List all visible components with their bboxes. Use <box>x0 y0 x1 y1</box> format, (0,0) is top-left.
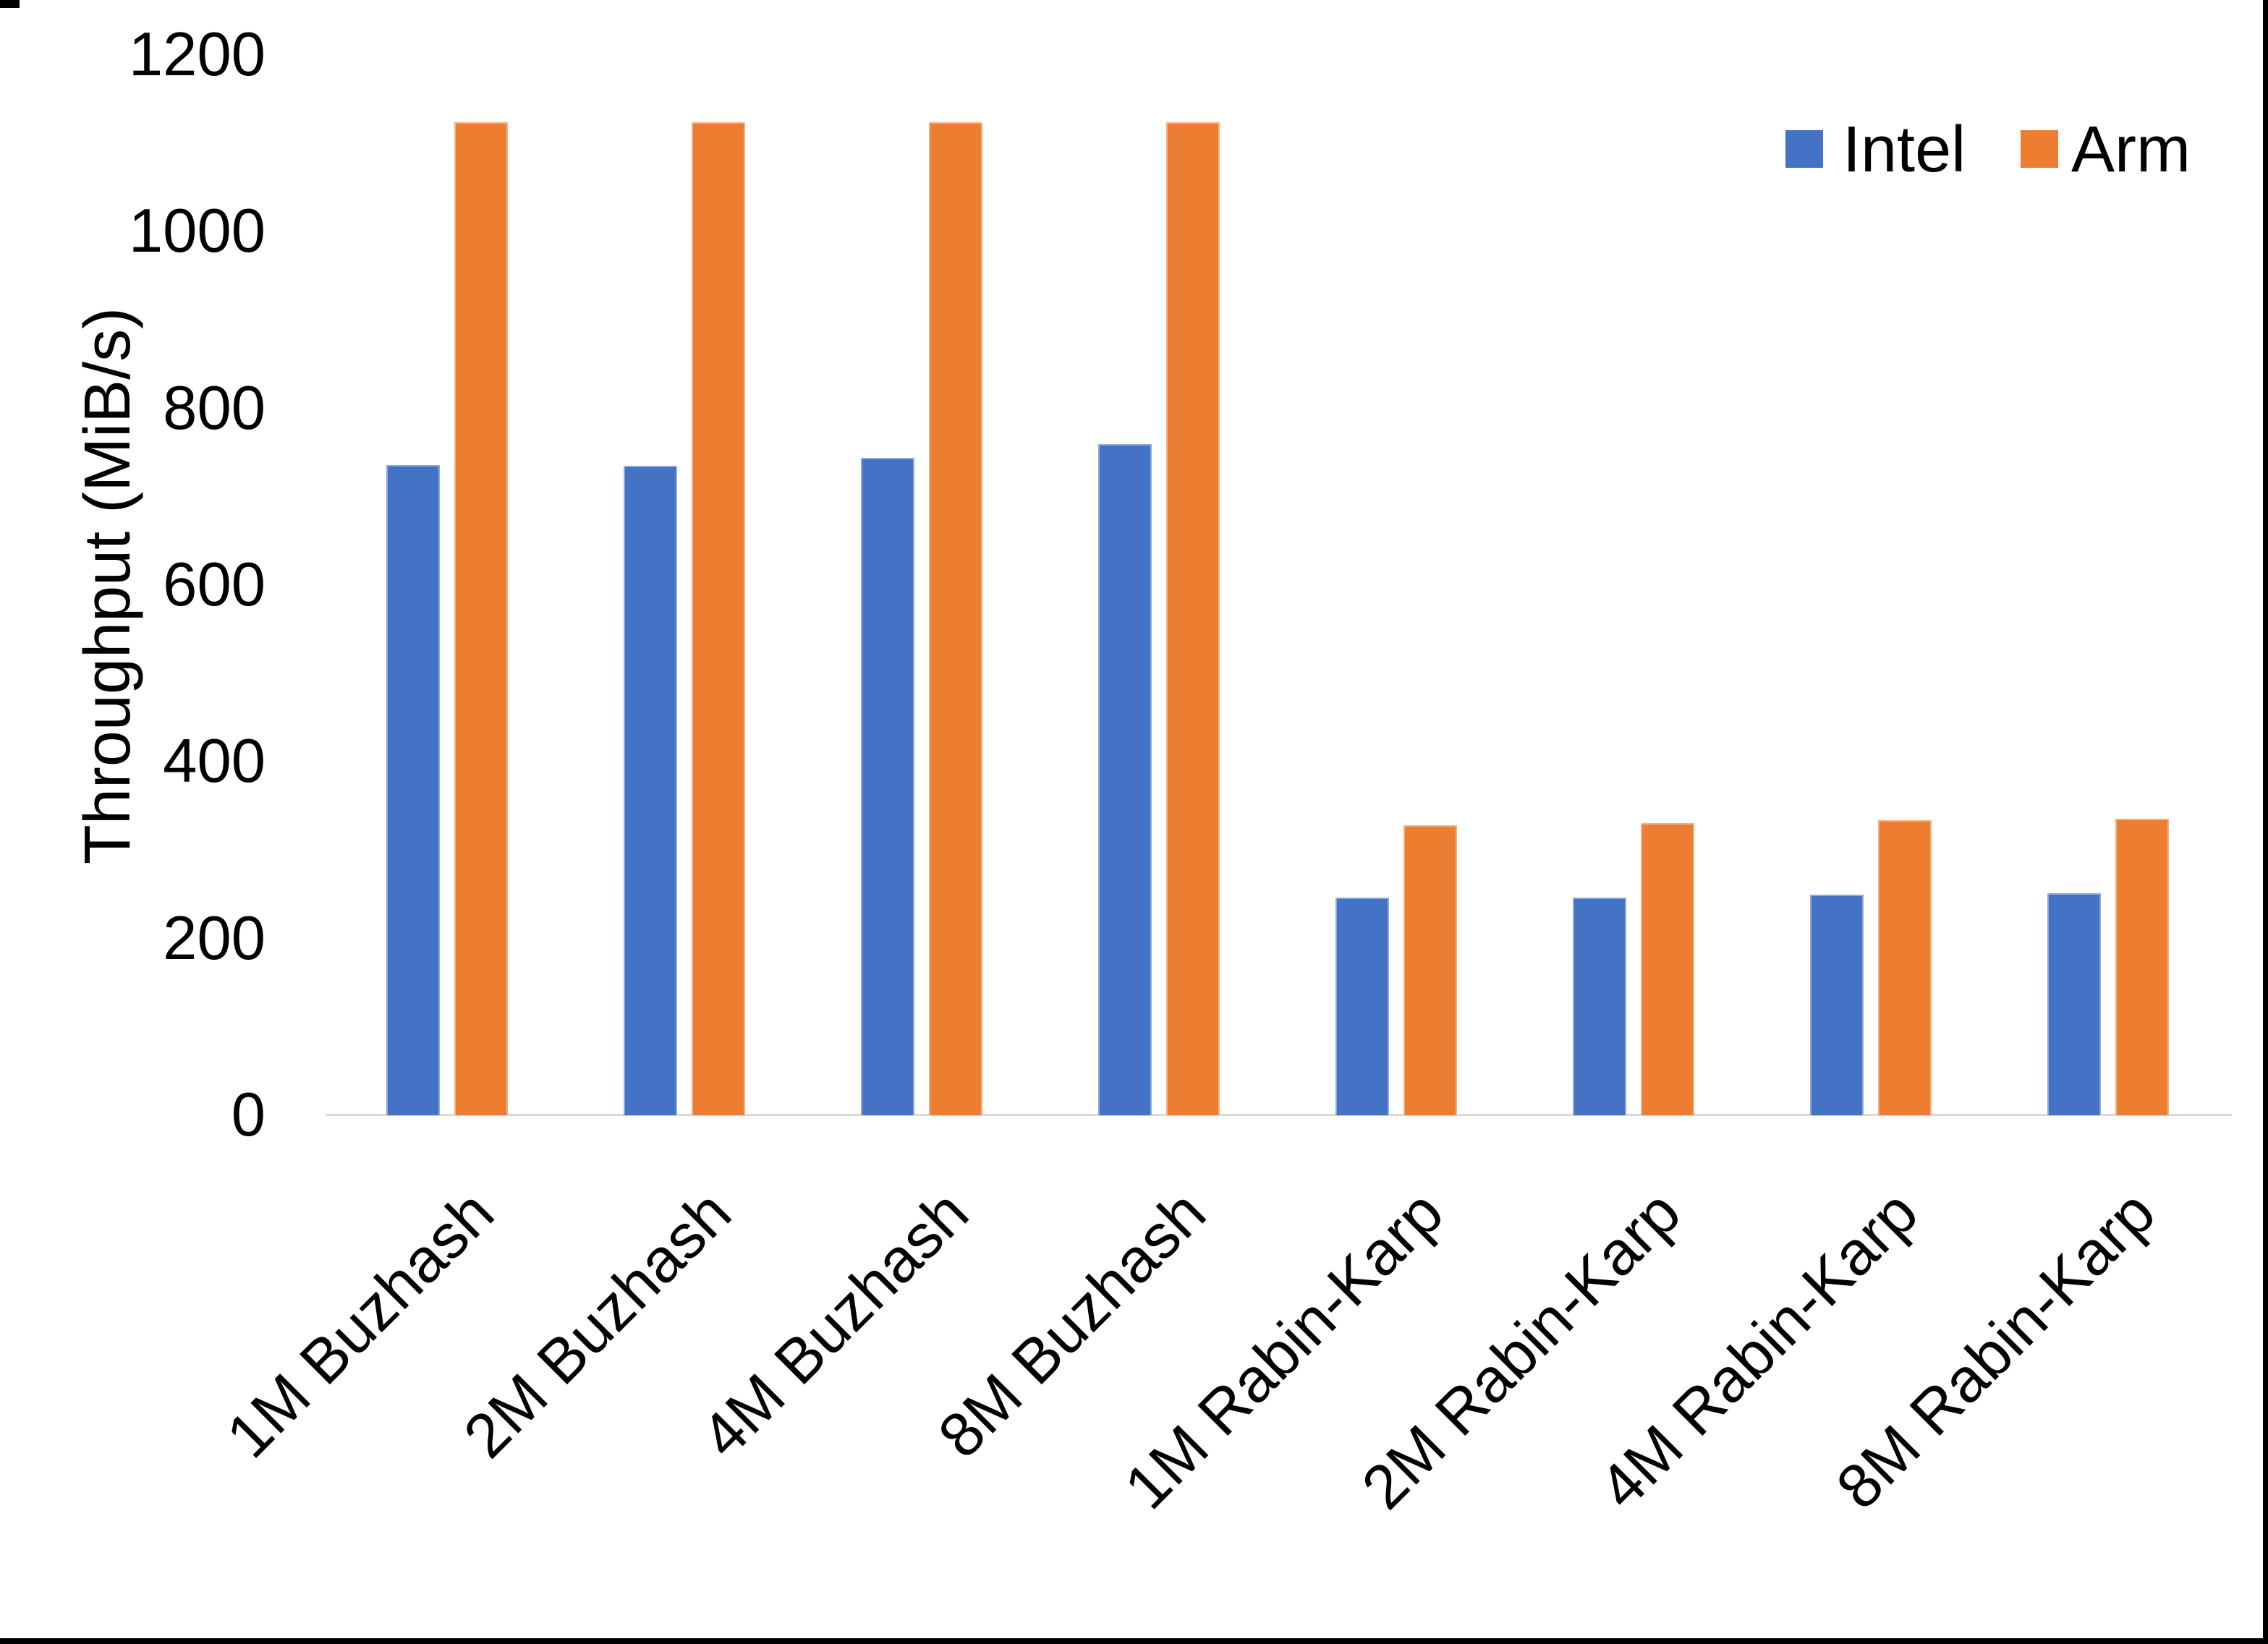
bar-intel-3 <box>1098 444 1152 1115</box>
bar-arm-2 <box>929 122 982 1115</box>
bar-intel-6 <box>1810 895 1864 1115</box>
legend-label-arm: Arm <box>2071 114 2191 186</box>
bar-arm-5 <box>1641 823 1694 1115</box>
legend-swatch-intel <box>1785 130 1823 168</box>
bar-arm-1 <box>692 122 745 1115</box>
y-tick-label-600: 600 <box>163 550 266 619</box>
bar-intel-0 <box>386 465 440 1115</box>
y-tick-label-400: 400 <box>163 727 266 796</box>
bar-intel-4 <box>1335 898 1389 1115</box>
bar-intel-1 <box>624 466 677 1115</box>
bar-intel-2 <box>861 458 914 1115</box>
bar-arm-0 <box>454 122 508 1115</box>
legend-label-intel: Intel <box>1843 114 1966 186</box>
y-tick-label-1200: 1200 <box>128 20 266 89</box>
legend-swatch-arm <box>2021 130 2058 168</box>
bar-arm-4 <box>1403 825 1457 1115</box>
y-tick-label-200: 200 <box>163 903 266 973</box>
y-tick-label-1000: 1000 <box>128 197 266 266</box>
bar-arm-6 <box>1878 820 1932 1115</box>
bar-arm-3 <box>1166 122 1220 1115</box>
screenshot-bottom-border <box>0 1638 2268 1644</box>
x-axis-line <box>326 1114 2232 1116</box>
bar-arm-7 <box>2115 819 2169 1115</box>
y-tick-label-800: 800 <box>163 373 266 443</box>
y-tick-label-0: 0 <box>231 1081 266 1149</box>
bar-intel-5 <box>1573 898 1626 1115</box>
screenshot-corner-artifact <box>0 0 20 8</box>
bar-intel-7 <box>2047 893 2101 1115</box>
screenshot-right-border <box>2263 0 2268 1644</box>
